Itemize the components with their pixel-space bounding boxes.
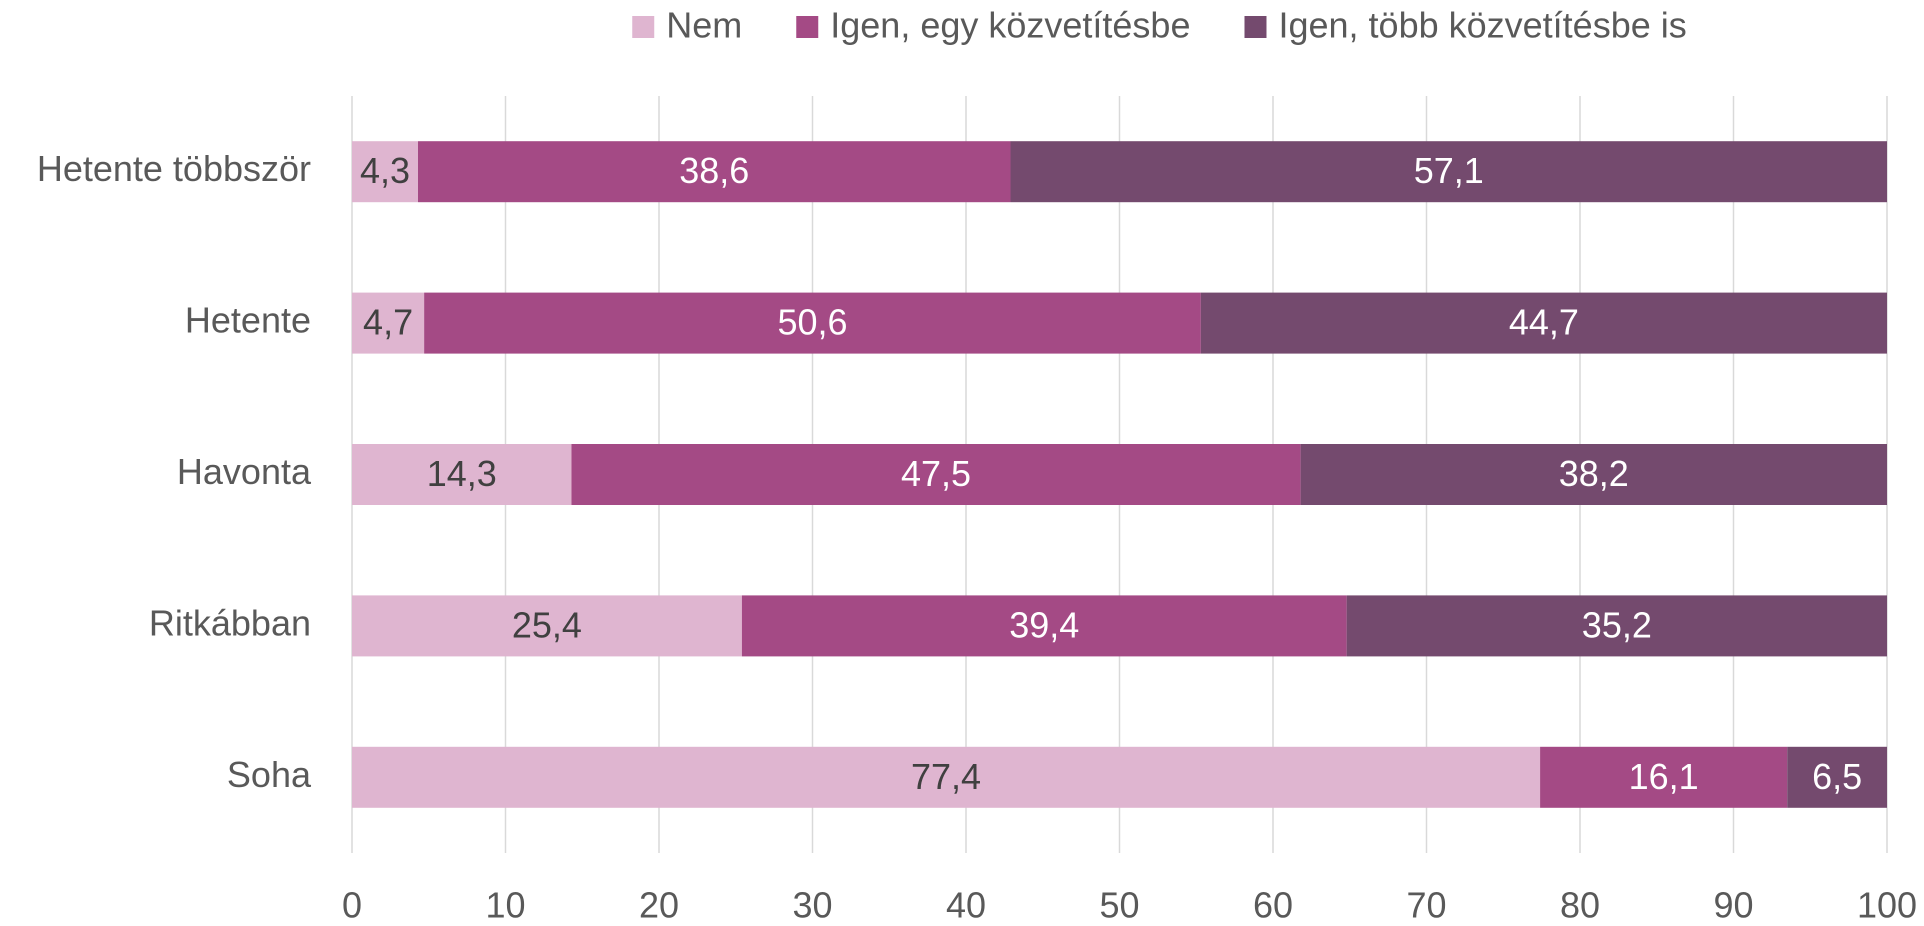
data-label: 4,3	[360, 150, 410, 191]
data-label: 4,7	[363, 302, 413, 343]
data-label: 35,2	[1582, 604, 1652, 645]
x-tick-label: 100	[1857, 885, 1917, 926]
data-label: 47,5	[901, 453, 971, 494]
y-tick-label: Hetente	[185, 300, 311, 341]
bar-segment	[352, 595, 742, 657]
data-label: 16,1	[1629, 756, 1699, 797]
data-label: 44,7	[1509, 302, 1579, 343]
legend-label: Igen, több közvetítésbe is	[1278, 5, 1686, 46]
bar-segment	[352, 292, 425, 354]
bar-segment	[352, 141, 419, 203]
legend-label: Nem	[666, 5, 742, 46]
bar-segment	[1540, 746, 1788, 808]
data-label: 25,4	[512, 604, 582, 645]
data-label: 77,4	[911, 756, 981, 797]
x-tick-label: 40	[946, 885, 986, 926]
y-tick-label: Ritkábban	[149, 602, 311, 643]
y-tick-label: Havonta	[177, 451, 312, 492]
bar-segment	[418, 141, 1011, 203]
x-tick-label: 60	[1253, 885, 1293, 926]
data-label: 50,6	[777, 302, 847, 343]
legend-swatch	[632, 16, 655, 38]
legend-swatch	[796, 16, 819, 38]
bar-segment	[352, 444, 572, 505]
x-tick-label: 80	[1560, 885, 1600, 926]
y-tick-label: Hetente többször	[37, 148, 311, 189]
bar-segment	[352, 746, 1541, 808]
data-label: 6,5	[1812, 756, 1862, 797]
x-tick-label: 10	[485, 885, 525, 926]
x-tick-label: 70	[1406, 885, 1446, 926]
x-tick-label: 0	[342, 885, 362, 926]
x-tick-label: 20	[639, 885, 679, 926]
data-label: 39,4	[1009, 604, 1079, 645]
bar-segment	[1346, 595, 1887, 657]
bar-segment	[1787, 746, 1887, 808]
bar-segment	[1300, 444, 1887, 505]
data-label: 57,1	[1414, 150, 1484, 191]
data-label: 38,6	[679, 150, 749, 191]
x-tick-label: 50	[1099, 885, 1139, 926]
x-tick-label: 30	[792, 885, 832, 926]
bar-segment	[424, 292, 1201, 354]
bar-segment	[1200, 292, 1887, 354]
y-tick-label: Soha	[227, 754, 312, 795]
data-label: 38,2	[1559, 453, 1629, 494]
data-label: 14,3	[427, 453, 497, 494]
legend-swatch	[1244, 16, 1267, 38]
x-tick-label: 90	[1713, 885, 1753, 926]
bar-segment	[571, 444, 1301, 505]
bar-segment	[1010, 141, 1887, 203]
bar-segment	[741, 595, 1347, 657]
legend-label: Igen, egy közvetítésbe	[830, 5, 1190, 46]
